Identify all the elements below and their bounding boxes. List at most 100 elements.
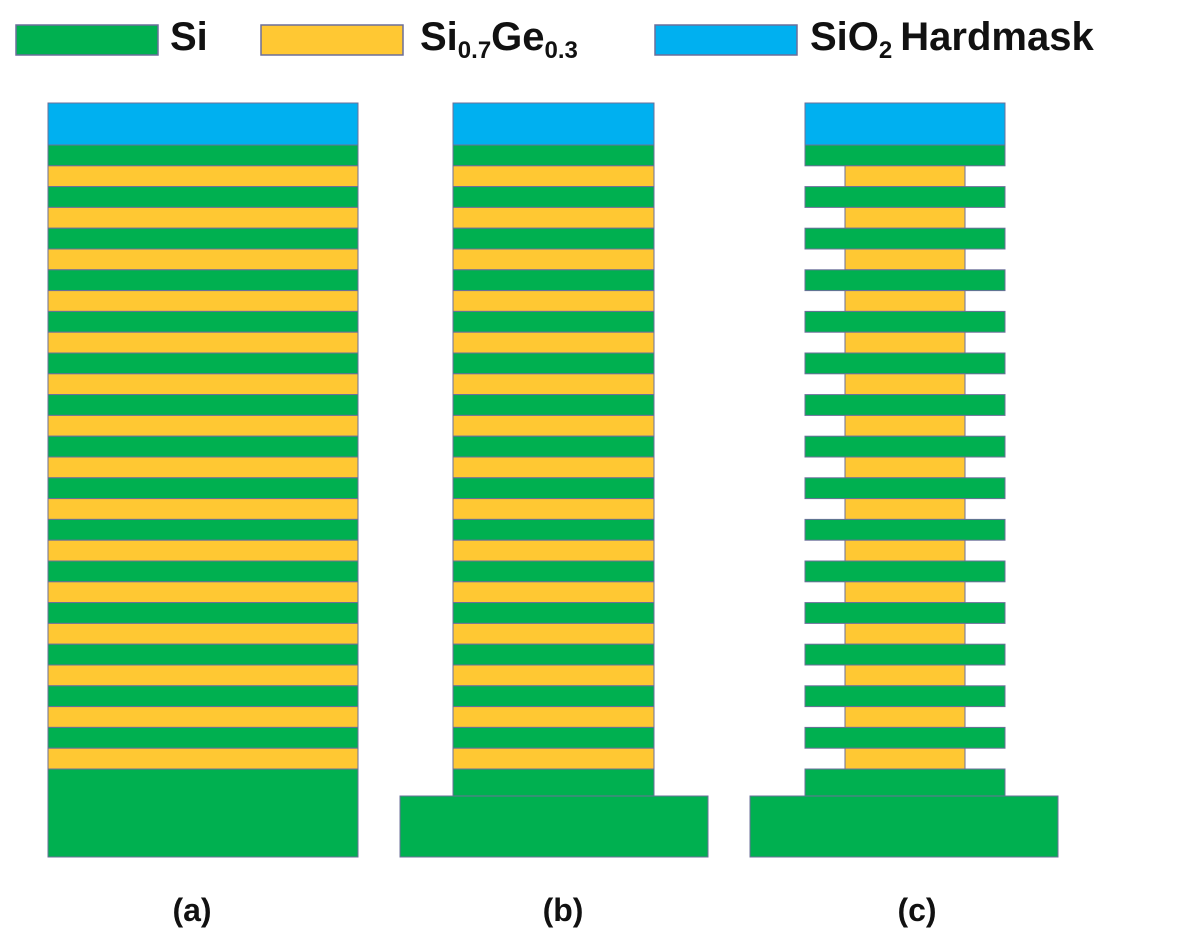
sige-layer <box>452 747 655 770</box>
sige-layer <box>452 456 655 479</box>
sige-layer <box>844 414 966 437</box>
si-layer <box>452 518 655 541</box>
sige-layer <box>47 747 359 770</box>
si-layer <box>47 435 359 458</box>
si-layer <box>47 186 359 208</box>
si-layer <box>804 269 1006 292</box>
legend-swatch-sige <box>260 24 404 56</box>
si-layer <box>47 227 359 250</box>
sige-layer <box>844 248 966 271</box>
sige-layer <box>844 539 966 562</box>
legend-label-sio2: SiO2 Hardmask <box>810 15 1094 64</box>
si-layer <box>452 352 655 375</box>
legend: Si Si0.7Ge0.3 SiO2 Hardmask <box>15 15 1094 64</box>
sige-layer <box>844 622 966 645</box>
sige-layer <box>47 539 359 562</box>
si-layer <box>452 310 655 333</box>
si-layer <box>804 643 1006 666</box>
si-layer <box>804 144 1006 167</box>
si-layer <box>47 144 359 167</box>
sio2-hardmask <box>47 102 359 146</box>
si-layer <box>452 602 655 624</box>
sige-layer <box>844 747 966 770</box>
sige-layer <box>452 248 655 271</box>
legend-sio2-base: SiO <box>810 15 879 59</box>
sige-layer <box>452 290 655 312</box>
si-layer <box>452 227 655 250</box>
legend-swatch-si <box>15 24 159 56</box>
si-layer <box>452 643 655 666</box>
sige-layer <box>452 373 655 396</box>
si-substrate <box>399 795 709 858</box>
sige-layer <box>452 539 655 562</box>
si-fin-base <box>452 768 655 797</box>
sige-layer <box>844 206 966 229</box>
si-layer <box>47 352 359 375</box>
sige-layer <box>47 165 359 188</box>
panel-label-b: (b) <box>543 892 584 928</box>
si-layer <box>804 352 1006 375</box>
si-layer <box>47 685 359 708</box>
si-layer <box>452 269 655 292</box>
si-substrate <box>749 795 1059 858</box>
si-substrate <box>47 768 359 858</box>
legend-label-sige: Si0.7Ge0.3 <box>420 15 578 64</box>
panel-label-c: (c) <box>897 892 936 928</box>
si-layer <box>452 560 655 583</box>
sige-layer <box>452 331 655 354</box>
panel-label-a: (a) <box>172 892 211 928</box>
si-layer <box>804 602 1006 624</box>
si-layer <box>47 602 359 624</box>
sige-layer <box>452 206 655 229</box>
si-layer <box>804 435 1006 458</box>
si-layer <box>804 394 1006 416</box>
si-layer <box>47 310 359 333</box>
si-fin-base <box>804 768 1006 797</box>
sio2-hardmask <box>804 102 1006 146</box>
si-layer <box>47 726 359 749</box>
sige-layer <box>844 498 966 520</box>
sige-layer <box>47 706 359 728</box>
sige-layer <box>452 165 655 188</box>
sige-layer <box>452 498 655 520</box>
si-layer <box>47 269 359 292</box>
si-layer <box>804 310 1006 333</box>
legend-sio2-hardmask: Hardmask <box>900 15 1094 59</box>
si-layer <box>452 186 655 208</box>
sige-layer <box>844 373 966 396</box>
sige-layer <box>47 498 359 520</box>
sige-layer <box>452 622 655 645</box>
sio2-hardmask <box>452 102 655 146</box>
legend-sige-si: Si <box>420 15 458 59</box>
sige-layer <box>47 581 359 604</box>
sige-layer <box>844 581 966 604</box>
legend-label-si: Si <box>170 15 208 59</box>
si-layer <box>452 144 655 167</box>
sige-layer <box>47 664 359 687</box>
si-layer <box>452 435 655 458</box>
panel-a-stack <box>47 102 359 858</box>
legend-sio2-sub: 2 <box>879 37 892 64</box>
si-layer <box>452 726 655 749</box>
sige-layer <box>47 331 359 354</box>
legend-sige-sub-si: 0.7 <box>458 37 491 64</box>
sige-layer <box>452 581 655 604</box>
si-layer <box>804 726 1006 749</box>
si-layer <box>47 477 359 500</box>
legend-swatch-sio2 <box>654 24 798 56</box>
sige-layer <box>47 414 359 437</box>
si-layer <box>804 518 1006 541</box>
sige-layer <box>452 664 655 687</box>
sige-layer <box>452 414 655 437</box>
legend-sige-ge: Ge <box>491 15 544 59</box>
si-layer <box>47 560 359 583</box>
panel-b-stack <box>399 102 709 858</box>
sige-layer <box>844 664 966 687</box>
sige-layer <box>47 622 359 645</box>
legend-sige-sub-ge: 0.3 <box>545 37 578 64</box>
sige-layer <box>844 456 966 479</box>
sige-layer <box>844 331 966 354</box>
si-layer <box>452 477 655 500</box>
sige-layer <box>47 456 359 479</box>
